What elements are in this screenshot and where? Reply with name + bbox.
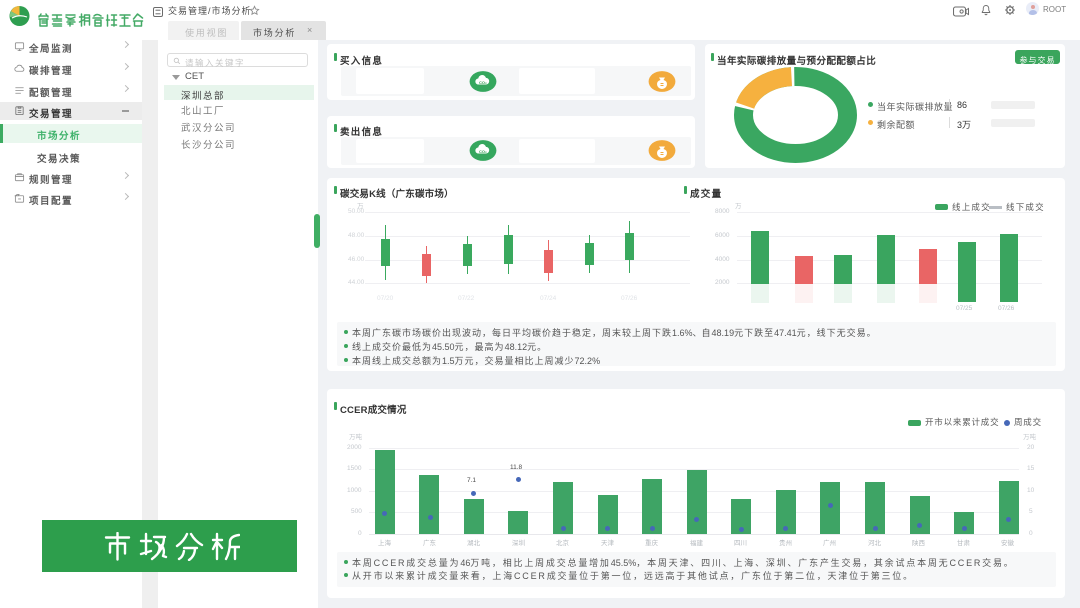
- svg-text:CO₂: CO₂: [479, 80, 487, 85]
- svg-text:CO₂: CO₂: [479, 149, 487, 154]
